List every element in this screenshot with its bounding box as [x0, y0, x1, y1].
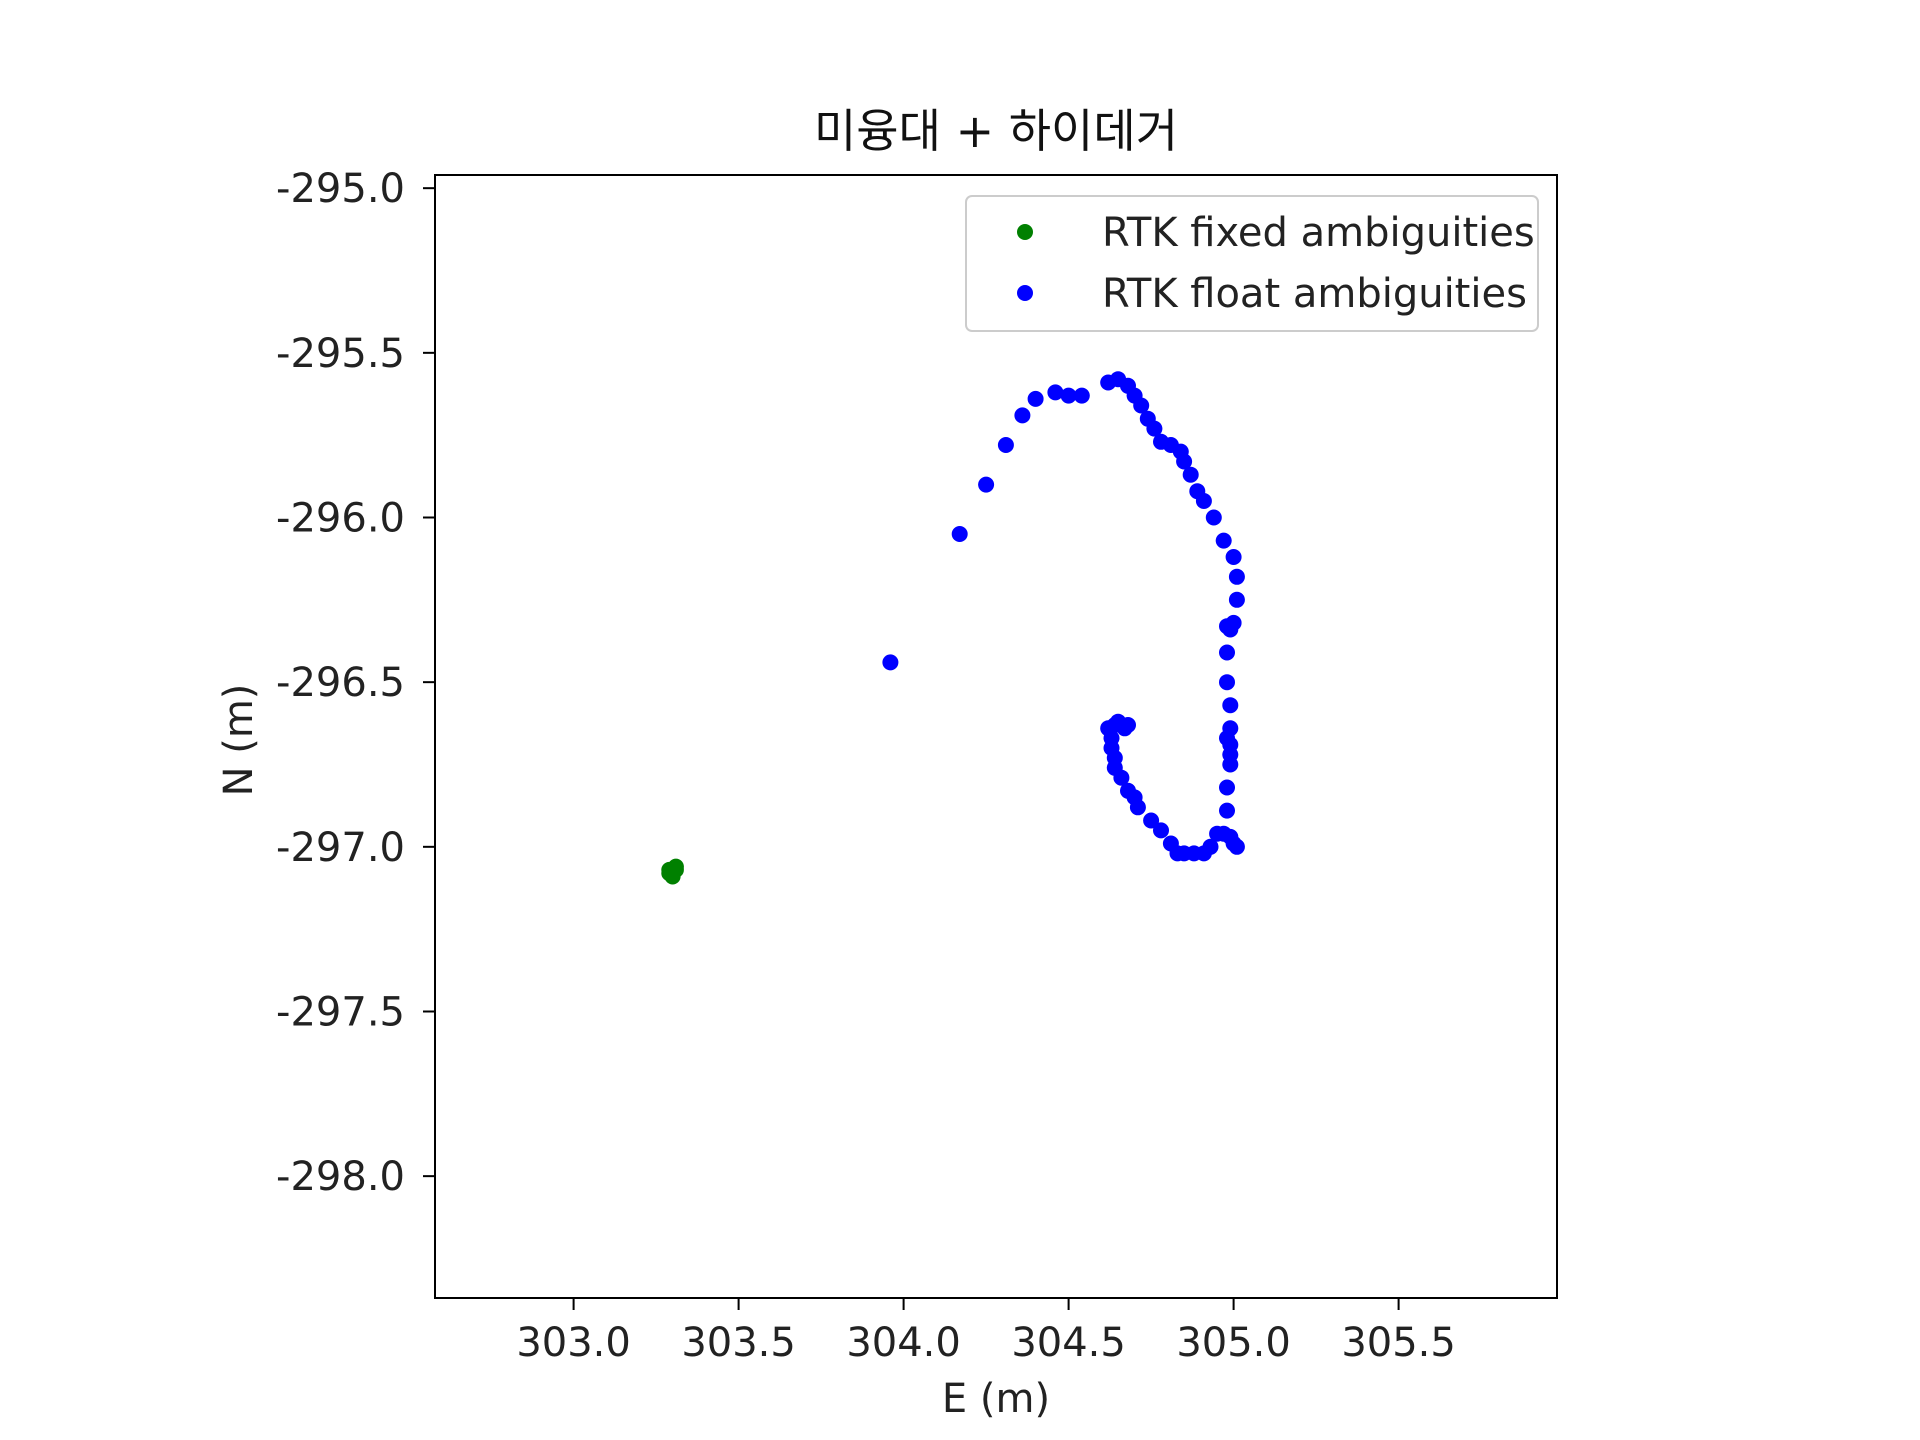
plot-frame	[434, 174, 1558, 1299]
data-point	[1222, 621, 1239, 638]
data-point	[1205, 509, 1222, 526]
data-point	[1120, 782, 1136, 799]
x-tick-label: 304.0	[846, 1320, 961, 1366]
data-point	[1073, 387, 1090, 404]
axes: 303.0 303.5 304.0 304.5 305.0 305.5 -295.0 -295…	[276, 166, 1558, 1366]
data-point	[882, 654, 899, 671]
chart-title: 미융대 + 하이데거	[814, 104, 1178, 158]
x-tick-label: 305.0	[1176, 1320, 1291, 1366]
data-point	[978, 476, 995, 493]
data-point	[1228, 568, 1245, 585]
data-point	[1222, 756, 1239, 773]
data-point	[1228, 591, 1245, 608]
y-tick-label: -295.0	[276, 166, 405, 212]
data-point	[1120, 717, 1136, 733]
data-point	[1143, 812, 1160, 829]
data-point	[1027, 390, 1044, 407]
x-axis-label: E (m)	[942, 1376, 1050, 1422]
data-point	[1162, 835, 1179, 852]
data-point	[1153, 822, 1169, 839]
data-point	[1060, 387, 1077, 404]
legend: RTK fixed ambiguities RTK float ambiguiti…	[965, 195, 1539, 332]
data-point	[661, 861, 678, 878]
data-point	[1219, 802, 1235, 819]
data-point	[1146, 420, 1163, 437]
y-tick-label: -296.0	[276, 495, 405, 541]
data-point	[1195, 493, 1212, 509]
y-tick-label: -297.0	[276, 825, 405, 871]
data-point	[1133, 397, 1150, 414]
data-point	[1219, 674, 1235, 691]
y-axis-label: N (m)	[216, 684, 262, 797]
legend-marker	[1017, 285, 1033, 301]
legend-marker	[1017, 224, 1033, 240]
plot-area	[661, 371, 1245, 885]
data-point	[997, 437, 1014, 453]
data-point	[1176, 453, 1193, 470]
series-2	[882, 371, 1245, 862]
x-tick-label: 303.0	[516, 1320, 631, 1366]
y-tick-label: -298.0	[276, 1154, 405, 1200]
data-point	[1047, 384, 1064, 401]
data-point	[1209, 825, 1226, 842]
legend-label: RTK fixed ambiguities	[1102, 210, 1535, 256]
data-point	[1225, 549, 1242, 565]
data-point	[1182, 466, 1199, 483]
x-tick-label: 304.5	[1011, 1320, 1126, 1366]
x-tick-label: 305.5	[1341, 1320, 1456, 1366]
data-point	[1014, 407, 1031, 424]
legend-box	[965, 195, 1539, 332]
data-point	[1222, 697, 1239, 714]
y-tick-label: -295.5	[276, 331, 405, 377]
data-point	[951, 526, 968, 542]
data-point	[1219, 644, 1235, 661]
y-tick-label: -297.5	[276, 989, 405, 1035]
x-tick-label: 303.5	[681, 1320, 796, 1366]
data-point	[1219, 779, 1235, 796]
y-tick-label: -296.5	[276, 660, 405, 706]
series-1	[661, 858, 684, 885]
data-point	[1215, 532, 1232, 549]
legend-label: RTK float ambiguities	[1102, 271, 1527, 317]
data-point	[1228, 838, 1245, 855]
